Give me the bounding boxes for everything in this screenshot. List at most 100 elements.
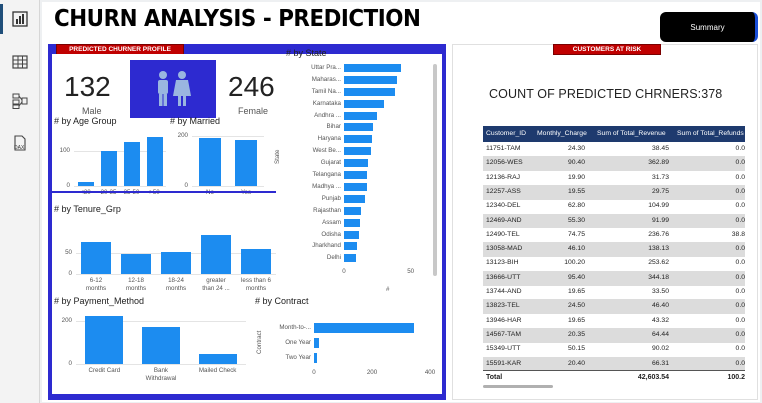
table-row[interactable]: 12257-ASS 19.55 29.75 0.0 bbox=[483, 184, 745, 200]
cell-customer-id: 13946-HAR bbox=[486, 316, 522, 324]
table-row[interactable]: 12056-WES 90.40 362.89 0.0 bbox=[483, 156, 745, 172]
state-category-label: Haryana bbox=[317, 135, 341, 143]
cell-monthly-charge: 20.35 bbox=[567, 330, 585, 338]
state-bar[interactable] bbox=[344, 230, 359, 239]
table-row[interactable]: 12136-RAJ 19.90 31.73 0.0 bbox=[483, 171, 745, 186]
payment-bar[interactable] bbox=[198, 354, 237, 364]
cell-total-refunds: 0.0 bbox=[735, 245, 745, 253]
contract-bar[interactable] bbox=[314, 337, 320, 348]
married-bar[interactable] bbox=[199, 138, 221, 186]
table-row[interactable]: 13823-TEL 24.50 46.40 0.0 bbox=[483, 299, 745, 315]
state-bar[interactable] bbox=[344, 171, 367, 180]
table-row[interactable]: 12469-AND 55.30 91.99 0.0 bbox=[483, 213, 745, 229]
state-bar[interactable] bbox=[344, 87, 395, 96]
state-bar[interactable] bbox=[344, 194, 366, 203]
cell-total-revenue: 33.50 bbox=[651, 288, 669, 295]
summary-button[interactable]: Summary bbox=[660, 12, 758, 42]
tenure-xtick: months bbox=[125, 285, 147, 292]
cell-total-refunds: 0.0 bbox=[735, 345, 745, 353]
cell-total-refunds: 0.0 bbox=[735, 288, 745, 295]
customers-at-risk-panel: CUSTOMERS AT RISK COUNT OF PREDICTED CHR… bbox=[452, 44, 758, 400]
state-category-label: Telangana bbox=[312, 171, 341, 179]
model-view-icon[interactable] bbox=[9, 90, 31, 112]
table-row[interactable]: 12340-DEL 62.80 104.99 0.0 bbox=[483, 199, 745, 214]
state-bar[interactable] bbox=[344, 111, 378, 120]
tenure-xtick: less than 6 bbox=[241, 277, 271, 284]
total-label: Total bbox=[486, 374, 503, 381]
contract-bar[interactable] bbox=[314, 322, 415, 333]
state-category-label: Andhra ... bbox=[314, 111, 341, 119]
cell-customer-id: 15591-KAR bbox=[486, 359, 522, 367]
tenure-xtick: 18-24 bbox=[168, 277, 184, 284]
tenure-gridline bbox=[76, 274, 276, 275]
cell-monthly-charge: 95.40 bbox=[567, 273, 585, 281]
contract-category-label: One Year bbox=[285, 338, 311, 346]
gender-icon-box bbox=[130, 60, 216, 118]
state-bar[interactable] bbox=[344, 63, 402, 72]
table-row[interactable]: 14567-TAM 20.35 64.44 0.0 bbox=[483, 327, 745, 343]
cell-total-refunds: 0.0 bbox=[735, 187, 745, 195]
age-bar[interactable] bbox=[77, 181, 94, 186]
contract-bar[interactable] bbox=[314, 352, 317, 363]
state-xtick: 0 bbox=[342, 268, 346, 276]
state-bar[interactable] bbox=[344, 242, 358, 251]
table-row[interactable]: 13946-HAR 19.65 43.32 0.0 bbox=[483, 314, 745, 329]
state-chart-title: # by State bbox=[286, 48, 327, 58]
tenure-bar[interactable] bbox=[81, 241, 111, 274]
risk-tag: CUSTOMERS AT RISK bbox=[553, 44, 661, 55]
table-row[interactable]: 15349-UTT 50.15 90.02 0.0 bbox=[483, 342, 745, 357]
state-xlabel: # bbox=[386, 286, 390, 293]
column-total-refunds[interactable]: Sum of Total_Refunds bbox=[677, 130, 744, 137]
state-bar[interactable] bbox=[344, 75, 398, 84]
table-horizontal-scrollbar[interactable] bbox=[483, 385, 553, 388]
state-bar[interactable] bbox=[344, 159, 368, 168]
column-total-revenue[interactable]: Sum of Total_Revenue bbox=[597, 130, 666, 137]
age-bar[interactable] bbox=[123, 141, 140, 186]
tenure-chart-title: # by Tenure_Grp bbox=[54, 204, 121, 214]
tenure-bar[interactable] bbox=[161, 251, 191, 274]
cell-monthly-charge: 100.20 bbox=[564, 259, 585, 267]
table-row[interactable]: 12490-TEL 74.75 236.76 38.8 bbox=[483, 228, 745, 243]
table-row[interactable]: 13744-AND 19.65 33.50 0.0 bbox=[483, 285, 745, 300]
state-bar[interactable] bbox=[344, 123, 374, 132]
payment-bar[interactable] bbox=[142, 326, 180, 364]
table-row[interactable]: 13058-MAD 46.10 138.13 0.0 bbox=[483, 242, 745, 257]
married-bar[interactable] bbox=[235, 140, 257, 186]
state-bar[interactable] bbox=[344, 182, 367, 191]
female-label: Female bbox=[238, 106, 269, 116]
state-bar[interactable] bbox=[344, 206, 362, 215]
cell-monthly-charge: 74.75 bbox=[567, 230, 585, 238]
state-bar[interactable] bbox=[344, 99, 384, 108]
age-bar[interactable] bbox=[146, 137, 163, 186]
table-row[interactable]: 11751-TAM 24.30 38.45 0.0 bbox=[483, 142, 745, 157]
dax-query-icon[interactable]: DAX bbox=[9, 132, 31, 154]
state-bar[interactable] bbox=[344, 135, 372, 144]
state-bar[interactable] bbox=[344, 254, 356, 263]
married-gridline bbox=[192, 186, 264, 187]
column-monthly-charge[interactable]: Monthly_Charge bbox=[537, 130, 587, 137]
table-view-icon[interactable] bbox=[9, 51, 31, 73]
state-bar[interactable] bbox=[344, 218, 360, 227]
payment-xtick: Withdrawal bbox=[145, 375, 177, 382]
state-category-label: Gujarat bbox=[320, 159, 341, 167]
column-customer-id[interactable]: Customer_ID bbox=[486, 130, 527, 137]
table-row[interactable]: 13666-UTT 95.40 344.18 0.0 bbox=[483, 270, 745, 286]
table-row[interactable]: 13123-BIH 100.20 253.62 0.0 bbox=[483, 256, 745, 271]
payment-bar[interactable] bbox=[85, 316, 124, 364]
report-view-icon[interactable] bbox=[0, 4, 31, 34]
age-bar[interactable] bbox=[100, 151, 117, 186]
section-divider bbox=[52, 191, 276, 193]
tenure-bar[interactable] bbox=[201, 234, 231, 274]
payment-chart-title: # by Payment_Method bbox=[54, 296, 145, 306]
table-row[interactable]: 15591-KAR 20.40 66.31 0.0 bbox=[483, 356, 745, 372]
at-risk-table[interactable]: Customer_ID Monthly_Charge Sum of Total_… bbox=[483, 126, 745, 388]
tenure-bar[interactable] bbox=[241, 249, 271, 274]
state-bar[interactable] bbox=[344, 147, 371, 156]
predicted-churners-count: COUNT OF PREDICTED CHRNERS:378 bbox=[489, 87, 723, 101]
cell-customer-id: 15349-UTT bbox=[486, 345, 521, 353]
table-header: Customer_ID Monthly_Charge Sum of Total_… bbox=[483, 126, 745, 142]
payment-xtick: Bank bbox=[153, 367, 169, 374]
cell-monthly-charge: 62.80 bbox=[567, 202, 585, 210]
tenure-bar[interactable] bbox=[121, 253, 151, 274]
state-chart-scrollbar[interactable] bbox=[433, 64, 437, 276]
